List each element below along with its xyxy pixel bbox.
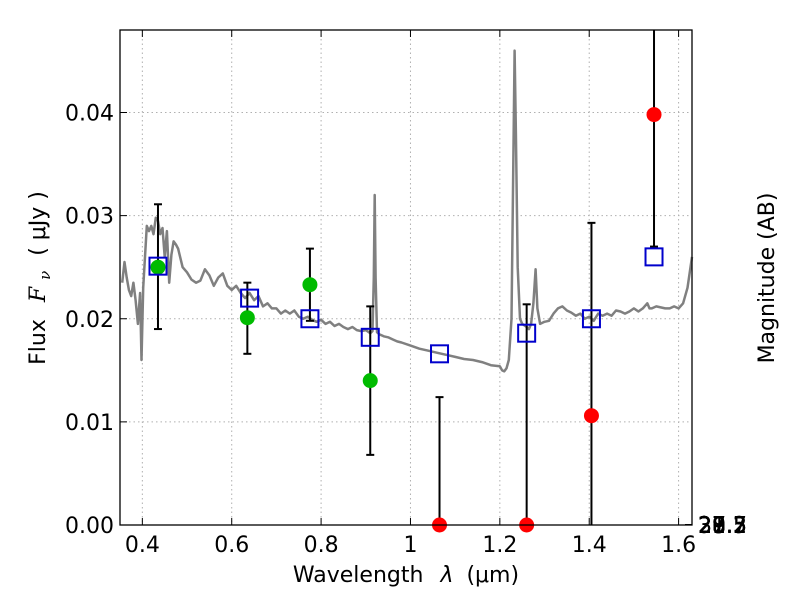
- detection-point: [302, 277, 318, 293]
- model-photometry-square: [517, 323, 537, 343]
- model-photometry: [148, 247, 664, 364]
- y2-tick-label: 27.7: [698, 514, 747, 539]
- y-axis-label-unit: ( μJy ): [26, 191, 51, 256]
- x-tick-label: 0.8: [304, 533, 339, 558]
- errorbars: [153, 30, 659, 525]
- plot-frame: [119, 29, 693, 526]
- model-photometry-square: [644, 247, 664, 267]
- y-tick-label: 0.01: [65, 411, 114, 436]
- y-tick-label: 0.04: [65, 102, 114, 127]
- x-tick-label: 0.6: [214, 533, 249, 558]
- data-points: [150, 107, 662, 533]
- grid: [120, 30, 692, 526]
- y2-tick-label: 27.2: [698, 514, 747, 539]
- y2-tick-label: 29.5: [698, 514, 747, 539]
- model-photometry-square: [148, 256, 168, 276]
- x-tick-label: 1.2: [482, 533, 517, 558]
- model-photometry-square: [581, 309, 601, 329]
- ticks: 0.4 0.6 0.8 1 1.2 1.4 1.6 0.00 0.01 0.02 0.03 0.04 2…: [65, 30, 747, 558]
- model-photometry-square: [430, 344, 450, 364]
- model-photometry-square: [240, 288, 260, 308]
- detection-point: [362, 373, 378, 389]
- y2-tick-label: 27.3: [698, 514, 747, 539]
- y2-tick-label: 31: [698, 514, 726, 539]
- x-axis-label-unit: (μm): [466, 563, 519, 588]
- y-tick-label: 0.03: [65, 205, 114, 230]
- y-axis-label-subscript: ν: [36, 271, 54, 280]
- model-photometry-square: [360, 327, 380, 347]
- detection-point: [239, 310, 255, 326]
- x-axis-label: Wavelength λ (μm): [293, 563, 519, 588]
- y-axis-label: Flux F ν ( μJy ): [26, 191, 56, 365]
- upper-limit-point: [646, 107, 662, 123]
- model-spectrum: [120, 49, 694, 373]
- y2-tick-label: 28: [698, 514, 726, 539]
- x-tick-label: 1.6: [661, 533, 696, 558]
- y-tick-label: 0.00: [65, 514, 114, 539]
- y2-tick-label: 30: [698, 514, 726, 539]
- y2-tick-label: 28.5: [698, 514, 747, 539]
- y2-tick-label: 27.5: [698, 514, 747, 539]
- x-axis-label-text: Wavelength: [293, 563, 424, 588]
- y2-tick-label: 28.2: [698, 514, 747, 539]
- x-tick-label: 1: [403, 533, 417, 558]
- detection-point: [150, 259, 166, 275]
- y-axis-label-text: Flux: [26, 319, 51, 365]
- x-tick-label: 0.4: [125, 533, 160, 558]
- upper-limit-point: [583, 408, 599, 424]
- y-tick-label: 0.02: [65, 308, 114, 333]
- x-axis-label-symbol: λ: [439, 563, 453, 588]
- y-axis-label-symbol: F: [26, 286, 51, 303]
- model-spectrum-line: [120, 49, 694, 373]
- x-tick-label: 1.4: [572, 533, 607, 558]
- model-photometry-square: [300, 309, 320, 329]
- y2-tick-label: 29: [698, 514, 726, 539]
- y2-axis-label: Magnitude (AB): [755, 193, 780, 364]
